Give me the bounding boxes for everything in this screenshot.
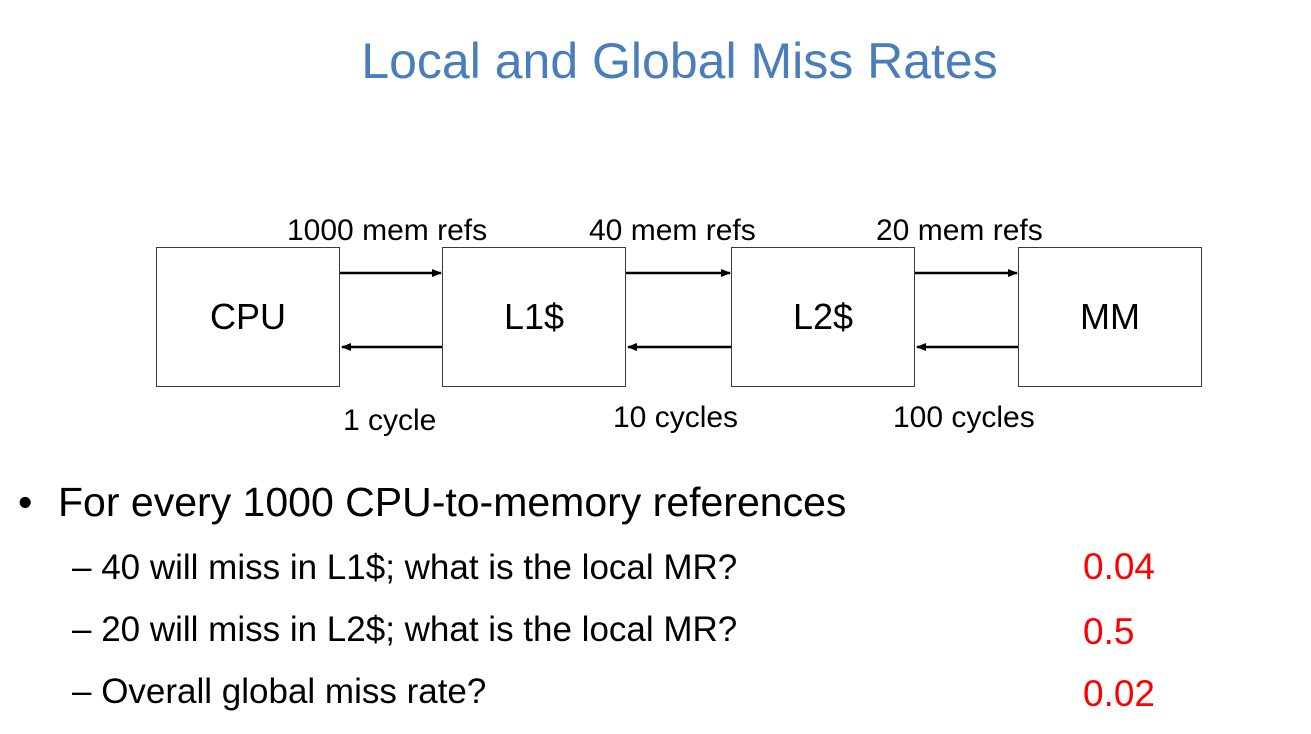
main-memory-box: MM bbox=[1018, 247, 1202, 387]
l1-cache-label: L1$ bbox=[503, 296, 565, 337]
l2-cache-label: L2$ bbox=[792, 296, 854, 337]
cpu-label: CPU bbox=[209, 296, 286, 337]
bottom-label-mm-latency: 100 cycles bbox=[893, 401, 1035, 434]
answer-2: 0.5 bbox=[1083, 611, 1135, 652]
top-label-cpu-l1: 1000 mem refs bbox=[287, 214, 488, 247]
bottom-label-l1-latency: 1 cycle bbox=[343, 404, 437, 437]
answer-1: 0.04 bbox=[1083, 546, 1156, 587]
sub-bullet-3: – Overall global miss rate? bbox=[72, 672, 487, 711]
sub-bullet-1: – 40 will miss in L1$; what is the local… bbox=[72, 548, 738, 587]
l1-cache-box: L1$ bbox=[442, 247, 626, 387]
main-memory-label: MM bbox=[1080, 296, 1140, 337]
l2-cache-box: L2$ bbox=[731, 247, 915, 387]
page-title: Local and Global Miss Rates bbox=[361, 33, 998, 89]
main-bullet: • For every 1000 CPU-to-memory references bbox=[18, 482, 846, 523]
top-label-l1-l2: 40 mem refs bbox=[589, 214, 756, 247]
cpu-box: CPU bbox=[156, 247, 340, 387]
sub-bullet-2: – 20 will miss in L2$; what is the local… bbox=[72, 610, 738, 649]
answer-3: 0.02 bbox=[1083, 673, 1156, 714]
bottom-label-l2-latency: 10 cycles bbox=[613, 401, 739, 434]
bullet-dot-icon: • bbox=[18, 479, 33, 525]
main-bullet-text: For every 1000 CPU-to-memory references bbox=[58, 479, 847, 525]
top-label-l2-mm: 20 mem refs bbox=[876, 214, 1043, 247]
